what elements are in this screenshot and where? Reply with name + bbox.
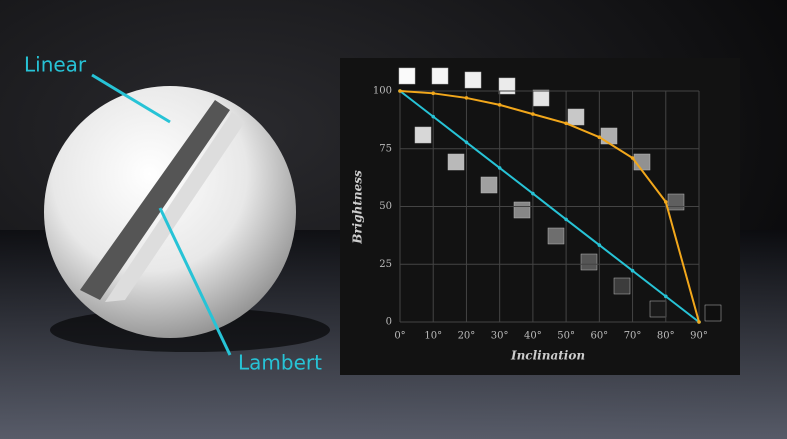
swatches [398, 67, 722, 322]
series-point [630, 268, 635, 273]
x-tick-label: 70° [624, 331, 642, 342]
series-point [497, 166, 502, 170]
series-point [497, 103, 502, 107]
swatch [480, 176, 498, 194]
series-point [597, 243, 602, 247]
swatch [414, 126, 432, 144]
y-tick-label: 100 [373, 86, 392, 97]
swatch [398, 67, 416, 85]
series-point [564, 217, 568, 222]
x-tick-label: 90° [690, 331, 708, 342]
swatch [464, 71, 482, 89]
x-tick-label: 30° [491, 331, 509, 342]
y-tick-label: 75 [379, 143, 392, 154]
series-point [464, 140, 469, 145]
swatch [513, 201, 531, 219]
swatch [532, 89, 550, 107]
series-point [464, 96, 469, 100]
swatch [600, 127, 618, 145]
swatch [580, 253, 598, 271]
x-axis-label: Inclination [510, 349, 585, 363]
series-line [399, 90, 700, 323]
swatch [667, 193, 685, 211]
x-tick-label: 40° [524, 331, 542, 342]
swatch [649, 300, 667, 318]
y-axis-label: Brightness [351, 170, 365, 245]
y-tick-label: 25 [379, 259, 392, 270]
x-tick-label: 80° [657, 331, 675, 342]
series-point [431, 114, 436, 119]
x-tick-label: 60° [590, 331, 608, 342]
swatch [447, 153, 465, 171]
callout-line [158, 207, 232, 356]
swatch [704, 304, 722, 322]
x-tick-label: 10° [424, 331, 442, 342]
series-point [597, 135, 602, 139]
legend-label: Lambert [238, 351, 322, 375]
y-tick-label: 50 [379, 201, 392, 212]
series-point [697, 320, 701, 324]
swatch [431, 67, 449, 85]
x-tick-label: 0° [394, 331, 405, 342]
series-point [431, 91, 436, 96]
series-point [398, 89, 402, 93]
sphere-band [80, 100, 245, 302]
series-point [531, 112, 535, 116]
y-tick-label: 0 [386, 317, 392, 328]
series-point [663, 294, 668, 299]
series-point [531, 191, 535, 196]
swatch [547, 227, 565, 245]
swatch [613, 277, 631, 295]
callout-line [91, 73, 171, 124]
x-tick-label: 50° [557, 331, 575, 342]
swatch [567, 108, 585, 126]
series-point [630, 156, 635, 160]
series-point [663, 200, 668, 204]
legend-label: Linear [24, 53, 87, 77]
series-line [399, 90, 700, 323]
series-point [564, 121, 568, 126]
swatch [498, 77, 516, 95]
x-tick-label: 20° [458, 331, 476, 342]
